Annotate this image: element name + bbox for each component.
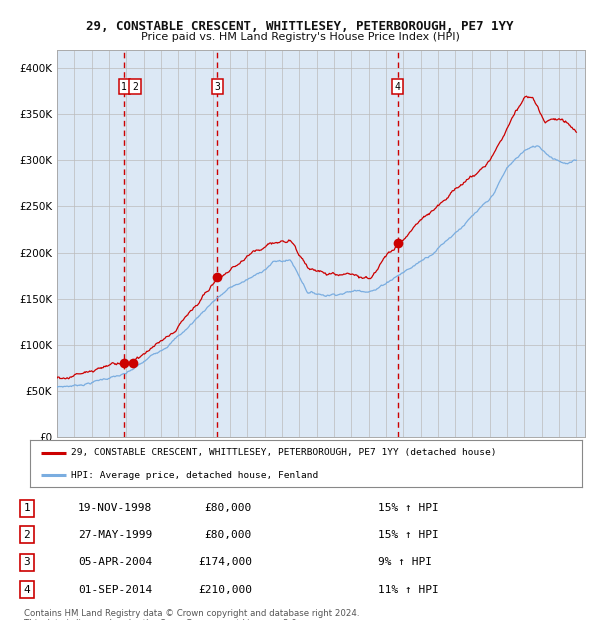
Text: 3: 3 xyxy=(23,557,31,567)
Text: 2: 2 xyxy=(132,81,138,92)
Text: 27-MAY-1999: 27-MAY-1999 xyxy=(78,529,152,539)
Text: 1: 1 xyxy=(23,503,31,513)
Text: 11% ↑ HPI: 11% ↑ HPI xyxy=(378,585,439,595)
Text: 19-NOV-1998: 19-NOV-1998 xyxy=(78,503,152,513)
Text: 9% ↑ HPI: 9% ↑ HPI xyxy=(378,557,432,567)
Text: 29, CONSTABLE CRESCENT, WHITTLESEY, PETERBOROUGH, PE7 1YY: 29, CONSTABLE CRESCENT, WHITTLESEY, PETE… xyxy=(86,20,514,33)
Text: 4: 4 xyxy=(23,585,31,595)
Text: 29, CONSTABLE CRESCENT, WHITTLESEY, PETERBOROUGH, PE7 1YY (detached house): 29, CONSTABLE CRESCENT, WHITTLESEY, PETE… xyxy=(71,448,497,458)
Text: 3: 3 xyxy=(214,81,220,92)
Text: 01-SEP-2014: 01-SEP-2014 xyxy=(78,585,152,595)
Text: £174,000: £174,000 xyxy=(198,557,252,567)
Text: Contains HM Land Registry data © Crown copyright and database right 2024.
This d: Contains HM Land Registry data © Crown c… xyxy=(24,609,359,620)
Text: Price paid vs. HM Land Registry's House Price Index (HPI): Price paid vs. HM Land Registry's House … xyxy=(140,32,460,42)
Text: 4: 4 xyxy=(395,81,400,92)
Text: 1: 1 xyxy=(121,81,127,92)
Text: 2: 2 xyxy=(23,529,31,539)
Text: £80,000: £80,000 xyxy=(205,503,252,513)
Text: HPI: Average price, detached house, Fenland: HPI: Average price, detached house, Fenl… xyxy=(71,471,319,480)
Text: £80,000: £80,000 xyxy=(205,529,252,539)
Text: 15% ↑ HPI: 15% ↑ HPI xyxy=(378,529,439,539)
Text: 15% ↑ HPI: 15% ↑ HPI xyxy=(378,503,439,513)
Text: £210,000: £210,000 xyxy=(198,585,252,595)
Text: 05-APR-2004: 05-APR-2004 xyxy=(78,557,152,567)
